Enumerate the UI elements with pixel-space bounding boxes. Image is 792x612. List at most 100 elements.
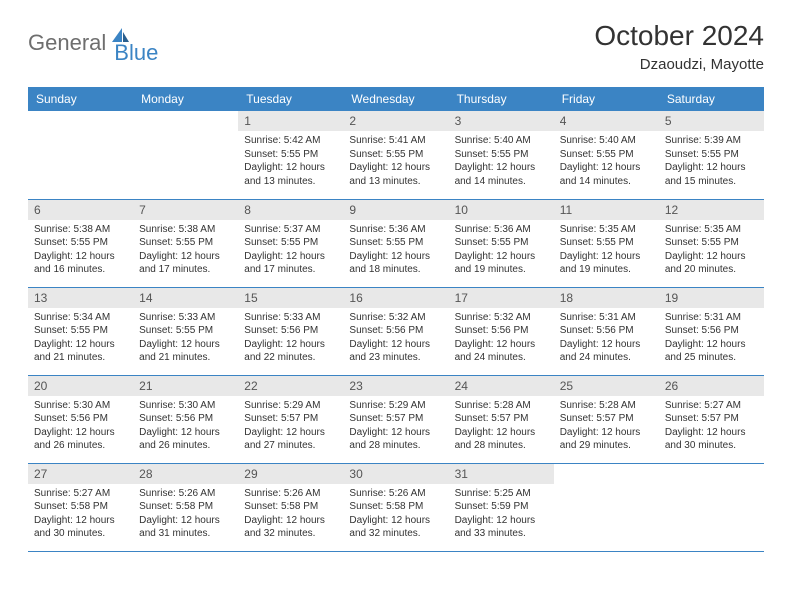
calendar-day-cell: 7Sunrise: 5:38 AMSunset: 5:55 PMDaylight… xyxy=(133,199,238,287)
calendar-day-cell: 28Sunrise: 5:26 AMSunset: 5:58 PMDayligh… xyxy=(133,463,238,551)
calendar-day-cell: 31Sunrise: 5:25 AMSunset: 5:59 PMDayligh… xyxy=(449,463,554,551)
day-header: Sunday xyxy=(28,87,133,111)
day-info: Sunrise: 5:27 AMSunset: 5:58 PMDaylight:… xyxy=(28,484,133,547)
day-info: Sunrise: 5:39 AMSunset: 5:55 PMDaylight:… xyxy=(659,131,764,194)
calendar-day-cell: 29Sunrise: 5:26 AMSunset: 5:58 PMDayligh… xyxy=(238,463,343,551)
day-info: Sunrise: 5:42 AMSunset: 5:55 PMDaylight:… xyxy=(238,131,343,194)
calendar-day-cell xyxy=(28,111,133,199)
day-info: Sunrise: 5:34 AMSunset: 5:55 PMDaylight:… xyxy=(28,308,133,371)
calendar-day-cell: 4Sunrise: 5:40 AMSunset: 5:55 PMDaylight… xyxy=(554,111,659,199)
calendar-week-row: 27Sunrise: 5:27 AMSunset: 5:58 PMDayligh… xyxy=(28,463,764,551)
day-number: 30 xyxy=(343,464,448,484)
calendar-day-cell: 19Sunrise: 5:31 AMSunset: 5:56 PMDayligh… xyxy=(659,287,764,375)
calendar-day-cell: 27Sunrise: 5:27 AMSunset: 5:58 PMDayligh… xyxy=(28,463,133,551)
day-header: Monday xyxy=(133,87,238,111)
calendar-day-cell xyxy=(659,463,764,551)
day-header: Thursday xyxy=(449,87,554,111)
day-info: Sunrise: 5:37 AMSunset: 5:55 PMDaylight:… xyxy=(238,220,343,283)
calendar-day-cell: 15Sunrise: 5:33 AMSunset: 5:56 PMDayligh… xyxy=(238,287,343,375)
location-text: Dzaoudzi, Mayotte xyxy=(594,56,764,73)
logo: General Blue xyxy=(28,20,158,66)
day-info: Sunrise: 5:41 AMSunset: 5:55 PMDaylight:… xyxy=(343,131,448,194)
day-info: Sunrise: 5:32 AMSunset: 5:56 PMDaylight:… xyxy=(343,308,448,371)
day-number: 29 xyxy=(238,464,343,484)
day-header: Tuesday xyxy=(238,87,343,111)
day-info: Sunrise: 5:40 AMSunset: 5:55 PMDaylight:… xyxy=(449,131,554,194)
day-header: Wednesday xyxy=(343,87,448,111)
day-info: Sunrise: 5:35 AMSunset: 5:55 PMDaylight:… xyxy=(554,220,659,283)
calendar-week-row: 6Sunrise: 5:38 AMSunset: 5:55 PMDaylight… xyxy=(28,199,764,287)
day-number: 20 xyxy=(28,376,133,396)
calendar-day-cell: 16Sunrise: 5:32 AMSunset: 5:56 PMDayligh… xyxy=(343,287,448,375)
day-info: Sunrise: 5:31 AMSunset: 5:56 PMDaylight:… xyxy=(659,308,764,371)
calendar-body: 1Sunrise: 5:42 AMSunset: 5:55 PMDaylight… xyxy=(28,111,764,551)
day-number: 26 xyxy=(659,376,764,396)
day-number: 16 xyxy=(343,288,448,308)
day-number: 21 xyxy=(133,376,238,396)
day-number: 7 xyxy=(133,200,238,220)
calendar-day-cell: 3Sunrise: 5:40 AMSunset: 5:55 PMDaylight… xyxy=(449,111,554,199)
day-info: Sunrise: 5:36 AMSunset: 5:55 PMDaylight:… xyxy=(449,220,554,283)
calendar-day-cell: 24Sunrise: 5:28 AMSunset: 5:57 PMDayligh… xyxy=(449,375,554,463)
day-info: Sunrise: 5:29 AMSunset: 5:57 PMDaylight:… xyxy=(343,396,448,459)
title-block: October 2024 Dzaoudzi, Mayotte xyxy=(594,20,764,73)
calendar-week-row: 13Sunrise: 5:34 AMSunset: 5:55 PMDayligh… xyxy=(28,287,764,375)
day-number: 13 xyxy=(28,288,133,308)
day-info: Sunrise: 5:29 AMSunset: 5:57 PMDaylight:… xyxy=(238,396,343,459)
day-number: 19 xyxy=(659,288,764,308)
calendar-day-cell: 21Sunrise: 5:30 AMSunset: 5:56 PMDayligh… xyxy=(133,375,238,463)
day-number: 5 xyxy=(659,111,764,131)
day-info: Sunrise: 5:38 AMSunset: 5:55 PMDaylight:… xyxy=(28,220,133,283)
day-info: Sunrise: 5:33 AMSunset: 5:56 PMDaylight:… xyxy=(238,308,343,371)
day-number: 6 xyxy=(28,200,133,220)
calendar-day-cell: 11Sunrise: 5:35 AMSunset: 5:55 PMDayligh… xyxy=(554,199,659,287)
calendar-day-cell: 6Sunrise: 5:38 AMSunset: 5:55 PMDaylight… xyxy=(28,199,133,287)
day-info: Sunrise: 5:26 AMSunset: 5:58 PMDaylight:… xyxy=(238,484,343,547)
day-info: Sunrise: 5:31 AMSunset: 5:56 PMDaylight:… xyxy=(554,308,659,371)
day-number: 4 xyxy=(554,111,659,131)
day-number: 14 xyxy=(133,288,238,308)
day-info: Sunrise: 5:36 AMSunset: 5:55 PMDaylight:… xyxy=(343,220,448,283)
day-number: 23 xyxy=(343,376,448,396)
calendar-day-cell: 2Sunrise: 5:41 AMSunset: 5:55 PMDaylight… xyxy=(343,111,448,199)
day-header-row: SundayMondayTuesdayWednesdayThursdayFrid… xyxy=(28,87,764,111)
day-number: 25 xyxy=(554,376,659,396)
calendar-week-row: 20Sunrise: 5:30 AMSunset: 5:56 PMDayligh… xyxy=(28,375,764,463)
day-info: Sunrise: 5:28 AMSunset: 5:57 PMDaylight:… xyxy=(449,396,554,459)
calendar-day-cell: 26Sunrise: 5:27 AMSunset: 5:57 PMDayligh… xyxy=(659,375,764,463)
day-info: Sunrise: 5:38 AMSunset: 5:55 PMDaylight:… xyxy=(133,220,238,283)
day-info: Sunrise: 5:33 AMSunset: 5:55 PMDaylight:… xyxy=(133,308,238,371)
day-info: Sunrise: 5:26 AMSunset: 5:58 PMDaylight:… xyxy=(343,484,448,547)
day-info: Sunrise: 5:27 AMSunset: 5:57 PMDaylight:… xyxy=(659,396,764,459)
day-number: 27 xyxy=(28,464,133,484)
day-info: Sunrise: 5:28 AMSunset: 5:57 PMDaylight:… xyxy=(554,396,659,459)
day-info: Sunrise: 5:25 AMSunset: 5:59 PMDaylight:… xyxy=(449,484,554,547)
calendar-day-cell: 10Sunrise: 5:36 AMSunset: 5:55 PMDayligh… xyxy=(449,199,554,287)
day-number: 2 xyxy=(343,111,448,131)
calendar-day-cell: 8Sunrise: 5:37 AMSunset: 5:55 PMDaylight… xyxy=(238,199,343,287)
calendar-week-row: 1Sunrise: 5:42 AMSunset: 5:55 PMDaylight… xyxy=(28,111,764,199)
logo-text-general: General xyxy=(28,30,106,56)
calendar-table: SundayMondayTuesdayWednesdayThursdayFrid… xyxy=(28,87,764,552)
day-number: 18 xyxy=(554,288,659,308)
day-number: 17 xyxy=(449,288,554,308)
day-number: 10 xyxy=(449,200,554,220)
calendar-day-cell: 13Sunrise: 5:34 AMSunset: 5:55 PMDayligh… xyxy=(28,287,133,375)
day-header: Saturday xyxy=(659,87,764,111)
day-number: 9 xyxy=(343,200,448,220)
day-number: 1 xyxy=(238,111,343,131)
day-info: Sunrise: 5:30 AMSunset: 5:56 PMDaylight:… xyxy=(133,396,238,459)
calendar-day-cell: 1Sunrise: 5:42 AMSunset: 5:55 PMDaylight… xyxy=(238,111,343,199)
day-number: 12 xyxy=(659,200,764,220)
day-number: 11 xyxy=(554,200,659,220)
calendar-day-cell xyxy=(554,463,659,551)
logo-text-blue: Blue xyxy=(114,40,158,66)
day-info: Sunrise: 5:35 AMSunset: 5:55 PMDaylight:… xyxy=(659,220,764,283)
day-info: Sunrise: 5:32 AMSunset: 5:56 PMDaylight:… xyxy=(449,308,554,371)
day-number: 22 xyxy=(238,376,343,396)
calendar-day-cell: 23Sunrise: 5:29 AMSunset: 5:57 PMDayligh… xyxy=(343,375,448,463)
day-number: 15 xyxy=(238,288,343,308)
calendar-day-cell: 30Sunrise: 5:26 AMSunset: 5:58 PMDayligh… xyxy=(343,463,448,551)
calendar-day-cell: 22Sunrise: 5:29 AMSunset: 5:57 PMDayligh… xyxy=(238,375,343,463)
calendar-day-cell: 12Sunrise: 5:35 AMSunset: 5:55 PMDayligh… xyxy=(659,199,764,287)
